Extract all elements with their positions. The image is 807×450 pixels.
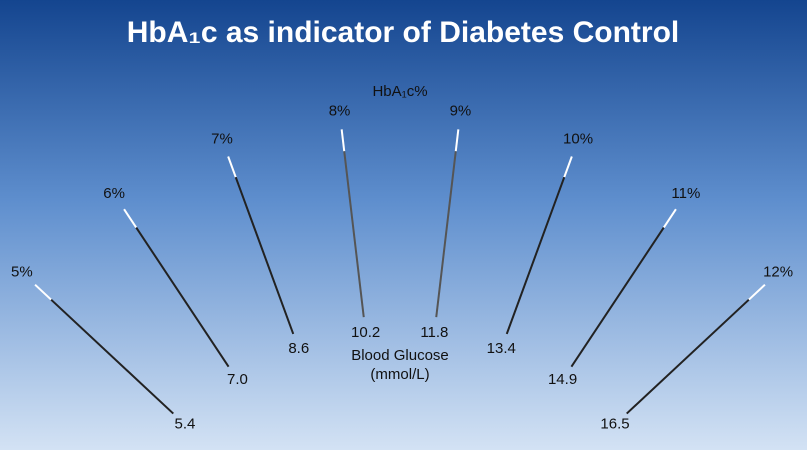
glucose-tick-label: 7.0: [227, 371, 248, 388]
hba1c-tick-label: 5%: [11, 263, 33, 280]
tick-line-outer: [123, 208, 138, 229]
glucose-tick-label: 13.4: [487, 340, 516, 357]
tick-line-outer: [748, 283, 766, 301]
glucose-tick-label: 5.4: [175, 415, 196, 432]
hba1c-tick-label: 6%: [103, 185, 125, 202]
tick-line: [234, 176, 295, 335]
hba1c-tick-label: 8%: [329, 103, 351, 120]
tick-line-outer: [34, 283, 52, 301]
tick-line: [435, 151, 457, 318]
tick-line: [570, 227, 665, 368]
hba1c-tick-label: 12%: [763, 263, 793, 280]
hba1c-tick-label: 10%: [563, 131, 593, 148]
glucose-tick-label: 10.2: [351, 324, 380, 341]
hba1c-tick-label: 11%: [671, 185, 700, 202]
tick-line: [135, 227, 230, 368]
tick-line: [505, 176, 566, 335]
glucose-tick-label: 14.9: [548, 371, 577, 388]
hba1c-axis-label: HbA₁c%: [372, 83, 427, 100]
tick-line-outer: [227, 156, 237, 178]
tick-line-outer: [340, 129, 346, 152]
tick-line: [626, 298, 750, 415]
hba1c-tick-label: 9%: [450, 103, 472, 120]
glucose-tick-label: 11.8: [420, 324, 448, 341]
glucose-tick-label: 16.5: [600, 415, 629, 432]
title: HbA₁c as indicator of Diabetes Control: [127, 16, 679, 49]
glucose-label: Blood Glucose: [351, 347, 449, 364]
tick-line-outer: [563, 156, 573, 178]
tick-line-outer: [662, 208, 677, 229]
tick-line: [50, 298, 174, 415]
glucose-tick-label: 8.6: [288, 340, 309, 357]
tick-line-outer: [454, 129, 460, 152]
glucose-unit: (mmol/L): [370, 366, 429, 383]
hba1c-tick-label: 7%: [211, 131, 233, 148]
tick-line: [343, 151, 365, 318]
